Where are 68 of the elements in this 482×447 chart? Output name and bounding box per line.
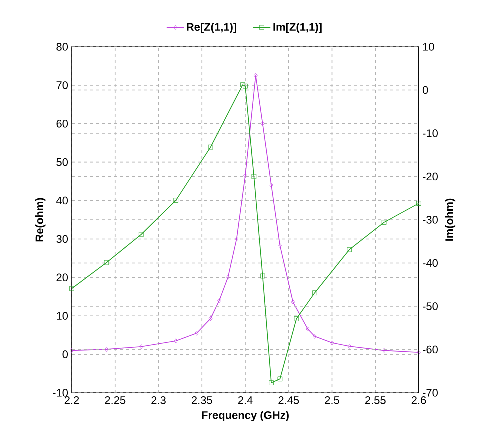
point — [291, 300, 296, 305]
point — [174, 198, 178, 203]
legend-label: Im[Z(1,1)] — [274, 22, 322, 34]
point — [330, 340, 334, 346]
y-tick-label: -10 — [53, 389, 68, 397]
x-tick-label: 2.35 — [192, 396, 212, 404]
point — [254, 73, 258, 78]
y2-tick-label: 10 — [423, 43, 434, 51]
x-tick-label: 2.45 — [278, 396, 300, 404]
x-tick-label: 2.2 — [64, 396, 80, 404]
y2-tick-label: -10 — [423, 130, 438, 138]
x-tick-label: 2.55 — [365, 396, 386, 404]
point — [218, 298, 222, 304]
y-tick-label: 10 — [57, 312, 68, 320]
point — [278, 376, 283, 382]
y-tick-label: 40 — [56, 196, 68, 205]
point — [226, 275, 230, 280]
point — [234, 236, 239, 242]
point — [104, 347, 109, 352]
y-tick-label: 30 — [56, 235, 68, 244]
x-tick-label: 2.4 — [238, 396, 253, 404]
x-tick-label: 2.3 — [152, 396, 166, 404]
y2-tick-label: -70 — [423, 389, 438, 397]
point — [306, 326, 310, 332]
y-tick-label: 0 — [62, 350, 68, 358]
x-tick-label: 2.25 — [105, 396, 126, 404]
point — [416, 201, 422, 206]
point — [382, 220, 387, 225]
point — [347, 247, 352, 252]
y-tick-label: 20 — [56, 274, 68, 282]
point — [70, 286, 74, 292]
legend-label: Re[Z(1,1)] — [187, 22, 236, 34]
point — [208, 316, 213, 322]
point — [278, 243, 282, 248]
x-tick-label: 2.6 — [412, 396, 426, 404]
y2-tick-label: -20 — [423, 172, 438, 181]
point — [140, 344, 144, 350]
point — [139, 232, 144, 238]
point — [269, 380, 274, 386]
point — [260, 274, 266, 279]
y-axis-title: Re(ohm) — [35, 198, 46, 242]
point — [382, 348, 386, 354]
point — [261, 121, 265, 126]
point — [244, 173, 248, 178]
y-tick-label: 60 — [56, 120, 68, 128]
y2-axis-title: Im(ohm) — [445, 198, 456, 241]
x-axis-title: Frequency (GHz) — [202, 411, 289, 422]
point — [270, 183, 274, 188]
point — [208, 144, 214, 150]
point — [240, 82, 246, 88]
point — [313, 334, 317, 339]
point — [104, 260, 110, 266]
point — [252, 174, 257, 180]
point — [174, 338, 178, 344]
y2-tick-label: -50 — [423, 302, 438, 310]
point — [243, 84, 248, 89]
x-tick-label: 2.5 — [325, 396, 340, 404]
point — [294, 316, 300, 322]
y2-tick-label: -60 — [423, 346, 438, 354]
y-tick-label: 70 — [56, 82, 68, 90]
point — [195, 331, 199, 336]
y-tick-label: 80 — [56, 43, 68, 51]
y2-tick-label: -40 — [423, 259, 438, 268]
point — [312, 290, 318, 296]
y2-tick-label: 0 — [422, 86, 428, 94]
y-tick-label: 50 — [56, 158, 68, 166]
y2-tick-label: -30 — [423, 216, 438, 224]
point — [348, 344, 352, 349]
